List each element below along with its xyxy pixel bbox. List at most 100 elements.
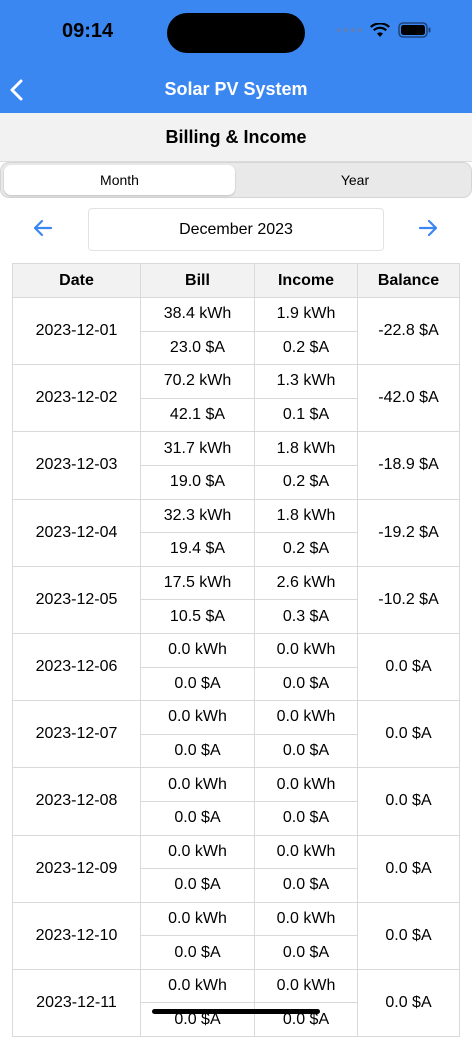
bill-kwh-cell: 70.2 kWh <box>140 364 255 399</box>
table-row-cost: 0.0 $A 0.0 $A <box>13 800 460 836</box>
page-title: Solar PV System <box>164 79 308 99</box>
balance-cell: 0.0 $A <box>357 767 460 836</box>
bill-cost-cell: 0.0 $A <box>140 733 255 769</box>
table-row: 2023-12-06 0.0 kWh 0.0 kWh 0.0 $A <box>12 632 460 702</box>
table-row: 2023-12-02 70.2 kWh 1.3 kWh -42.0 $A <box>12 364 460 433</box>
bill-cost-cell: 0.0 $A <box>140 935 255 970</box>
income-kwh-cell: 1.3 kWh <box>254 364 358 399</box>
balance-cell: -10.2 $A <box>357 565 460 634</box>
income-cost-cell: 0.2 $A <box>254 532 358 567</box>
status-icons <box>337 22 432 38</box>
bill-cost-cell: 0.0 $A <box>140 800 255 836</box>
date-cell: 2023-12-10 <box>12 901 141 970</box>
tab-month[interactable]: Month <box>4 165 235 195</box>
dynamic-island <box>167 13 305 53</box>
table-body: 2023-12-01 38.4 kWh 1.9 kWh -22.8 $A 23.0 $A… <box>12 296 460 1037</box>
date-cell: 2023-12-04 <box>12 498 141 567</box>
navigation-bar: 09:14 Solar PV System <box>0 0 472 113</box>
table-row: 2023-12-01 38.4 kWh 1.9 kWh -22.8 $A <box>12 296 460 366</box>
bill-kwh-cell: 17.5 kWh <box>140 565 255 601</box>
bill-kwh-cell: 0.0 kWh <box>140 767 255 802</box>
status-time: 09:14 <box>62 20 114 42</box>
chevron-left-icon <box>10 79 23 101</box>
bill-kwh-cell: 0.0 kWh <box>140 901 255 937</box>
bill-kwh-cell: 38.4 kWh <box>140 297 255 332</box>
income-kwh-cell: 0.0 kWh <box>254 632 358 668</box>
bill-kwh-cell: 32.3 kWh <box>140 498 255 534</box>
bill-cost-cell: 10.5 $A <box>140 599 255 634</box>
table-row: 2023-12-09 0.0 kWh 0.0 kWh 0.0 $A <box>12 834 460 903</box>
income-kwh-cell: 1.8 kWh <box>254 498 358 534</box>
date-cell: 2023-12-09 <box>12 834 141 903</box>
column-header-income: Income <box>254 263 358 298</box>
income-cost-cell: 0.0 $A <box>254 733 358 769</box>
date-cell: 2023-12-07 <box>12 700 141 769</box>
period-segmented-control: Month Year <box>0 162 472 198</box>
bill-kwh-cell: 0.0 kWh <box>140 834 255 870</box>
bill-kwh-cell: 31.7 kWh <box>140 431 255 466</box>
date-cell: 2023-12-11 <box>12 968 141 1037</box>
arrow-right-icon <box>418 219 438 237</box>
bill-kwh-cell: 0.0 kWh <box>140 632 255 668</box>
tab-year[interactable]: Year <box>340 172 370 188</box>
income-cost-cell: 0.0 $A <box>254 1002 358 1037</box>
bill-cost-cell: 19.4 $A <box>140 532 255 567</box>
table-row-cost: 0.0 $A 0.0 $A <box>13 868 460 903</box>
bill-cost-cell: 19.0 $A <box>140 464 255 500</box>
date-cell: 2023-12-02 <box>12 364 141 433</box>
bill-kwh-cell: 0.0 kWh <box>140 700 255 735</box>
balance-cell: -42.0 $A <box>357 364 460 433</box>
current-period-label[interactable]: December 2023 <box>88 208 384 251</box>
table-row: 2023-12-11 0.0 kWh 0.0 kWh 0.0 $A <box>12 968 460 1037</box>
date-cell: 2023-12-06 <box>12 632 141 702</box>
income-cost-cell: 0.0 $A <box>254 868 358 903</box>
income-cost-cell: 0.2 $A <box>254 330 358 366</box>
signal-icon <box>337 28 362 32</box>
income-cost-cell: 0.1 $A <box>254 397 358 433</box>
column-header-bill: Bill <box>140 263 255 298</box>
table-header-row: Date Bill Income Balance <box>12 263 460 298</box>
table-row-cost: 19.4 $A 0.2 $A <box>13 532 460 567</box>
income-cost-cell: 0.2 $A <box>254 464 358 500</box>
column-header-date: Date <box>12 263 141 298</box>
balance-cell: 0.0 $A <box>357 901 460 970</box>
billing-table: Date Bill Income Balance 2023-12-01 38.4 … <box>12 263 460 1037</box>
balance-cell: -18.9 $A <box>357 431 460 500</box>
date-cell: 2023-12-05 <box>12 565 141 634</box>
income-kwh-cell: 1.8 kWh <box>254 431 358 466</box>
table-row: 2023-12-07 0.0 kWh 0.0 kWh 0.0 $A <box>12 700 460 769</box>
income-kwh-cell: 0.0 kWh <box>254 901 358 937</box>
income-cost-cell: 0.0 $A <box>254 666 358 702</box>
income-kwh-cell: 0.0 kWh <box>254 968 358 1004</box>
date-cell: 2023-12-03 <box>12 431 141 500</box>
income-kwh-cell: 0.0 kWh <box>254 767 358 802</box>
income-kwh-cell: 0.0 kWh <box>254 834 358 870</box>
back-button[interactable] <box>6 76 30 104</box>
table-row-cost: 0.0 $A 0.0 $A <box>13 935 460 970</box>
next-month-button[interactable] <box>415 215 441 241</box>
table-row-cost: 10.5 $A 0.3 $A <box>13 599 460 634</box>
arrow-left-icon <box>33 219 53 237</box>
home-indicator <box>152 1009 320 1014</box>
section-title: Billing & Income <box>0 113 472 162</box>
income-kwh-cell: 2.6 kWh <box>254 565 358 601</box>
balance-cell: 0.0 $A <box>357 968 460 1037</box>
table-row-cost: 19.0 $A 0.2 $A <box>13 464 460 500</box>
table-row: 2023-12-04 32.3 kWh 1.8 kWh -19.2 $A <box>12 498 460 567</box>
income-kwh-cell: 0.0 kWh <box>254 700 358 735</box>
table-row: 2023-12-10 0.0 kWh 0.0 kWh 0.0 $A <box>12 901 460 970</box>
table-row: 2023-12-08 0.0 kWh 0.0 kWh 0.0 $A <box>12 767 460 836</box>
date-cell: 2023-12-01 <box>12 296 141 366</box>
income-cost-cell: 0.0 $A <box>254 935 358 970</box>
table-row-cost: 0.0 $A 0.0 $A <box>13 733 460 769</box>
previous-month-button[interactable] <box>30 215 56 241</box>
table-row: 2023-12-05 17.5 kWh 2.6 kWh -10.2 $A <box>12 565 460 634</box>
column-header-balance: Balance <box>357 263 460 298</box>
bill-cost-cell: 23.0 $A <box>140 330 255 366</box>
table-row: 2023-12-03 31.7 kWh 1.8 kWh -18.9 $A <box>12 431 460 500</box>
balance-cell: 0.0 $A <box>357 632 460 702</box>
balance-cell: -22.8 $A <box>357 296 460 366</box>
balance-cell: 0.0 $A <box>357 700 460 769</box>
bill-cost-cell: 0.0 $A <box>140 1002 255 1037</box>
income-cost-cell: 0.0 $A <box>254 800 358 836</box>
